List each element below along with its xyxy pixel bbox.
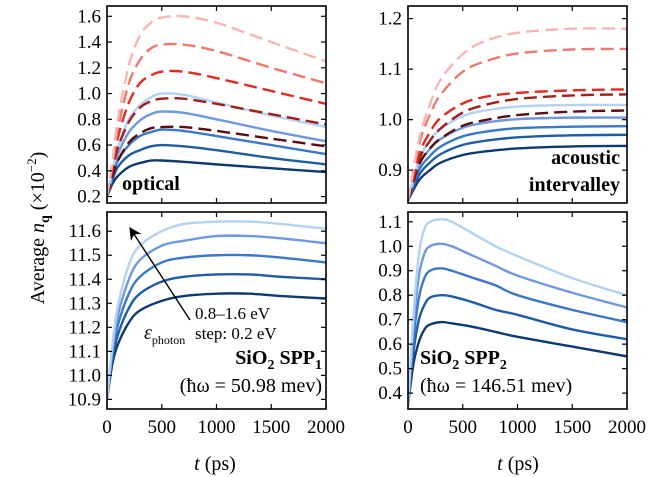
x-tick-label: 500 (449, 417, 478, 438)
dashed-series-line-3 (408, 47, 627, 201)
panel-label-intervalley: intervalley (529, 174, 620, 196)
eps-photon-symbol: εphoton (144, 322, 185, 347)
panel-acoustic-intervalley: 0.9 1.0 1.1 1.2 (378, 5, 628, 204)
solid-series-line-2 (107, 128, 326, 197)
y-tick-label: 10.9 (68, 389, 101, 410)
solid-series-line-0 (107, 159, 326, 198)
solid-series-line-1 (107, 272, 326, 400)
increase-arrow (129, 226, 191, 321)
panel-label-spp2: SiO2 SPP2 (420, 347, 507, 373)
panel-optical: 0.2 0.4 0.6 0.8 1.0 1.2 1.4 1.6 (77, 5, 327, 208)
y-tick-label: 11.1 (68, 341, 101, 362)
y-tick-label: 1.0 (77, 84, 101, 105)
x-axis-label-right: t (ps) (497, 453, 539, 475)
y-tick-label: 0.8 (378, 285, 402, 306)
solid-series-line-2 (408, 125, 627, 201)
solid-series-line-4 (107, 220, 326, 400)
y-tick-label: 0.6 (77, 135, 101, 156)
y-tick-label: 11.6 (68, 221, 101, 242)
dashed-series-line-4 (408, 27, 627, 201)
solid-series-line-3 (408, 242, 627, 406)
x-tick-label: 1000 (198, 417, 236, 438)
x-tick-label: 1500 (553, 417, 591, 438)
y-tick-label: 0.6 (378, 334, 402, 355)
dashed-series-line-2 (107, 69, 326, 197)
y-tick-label: 1.1 (378, 59, 402, 80)
y-tick-label: 0.4 (77, 161, 101, 182)
solid-series-line-4 (408, 218, 627, 406)
y-tick-label: 11.0 (68, 365, 101, 386)
y-tick-label: 1.2 (378, 9, 402, 30)
y-tick-label: 11.4 (68, 269, 101, 290)
dashed-series-line-0 (408, 109, 627, 201)
solid-series-line-0 (408, 320, 627, 406)
y-tick-label: 0.9 (378, 261, 402, 282)
y-tick-label: 1.4 (77, 32, 101, 53)
panel-energy-spp1: (ħω = 50.98 mev) (180, 375, 322, 397)
svg-text:Average nq (×10−2): Average nq (×10−2) (24, 152, 53, 305)
solid-series-line-0 (107, 292, 326, 400)
panel-label-acoustic: acoustic (551, 147, 620, 169)
y-tick-label: 1.1 (378, 212, 402, 233)
y-tick-label: 1.2 (77, 58, 101, 79)
y-tick-label: 1.6 (77, 6, 101, 27)
y-tick-label: 0.2 (77, 187, 101, 208)
y-tick-label: 11.3 (68, 293, 101, 314)
x-tick-label: 0 (403, 417, 413, 438)
dashed-series-line-2 (408, 88, 627, 201)
solid-series-line-2 (107, 253, 326, 400)
y-tick-label: 11.2 (68, 317, 101, 338)
y-tick-label: 0.8 (77, 109, 101, 130)
panel-sio2-spp2: 0 500 1000 1500 2000 0.4 0.5 0.6 0.7 0.8 0.9 1.0 1.1 (378, 211, 646, 438)
x-tick-label: 1000 (499, 417, 537, 438)
solid-series-line-1 (408, 293, 627, 406)
x-tick-label: 500 (148, 417, 177, 438)
dashed-series-line-0 (107, 125, 326, 197)
series-group (408, 27, 627, 202)
y-tick-label: 0.4 (378, 383, 402, 404)
y-axis-label: Average nq (×10−2) (24, 152, 53, 305)
dashed-series-line-4 (107, 14, 326, 197)
solid-series-line-1 (408, 133, 627, 201)
x-tick-label: 2000 (307, 417, 345, 438)
solid-series-line-2 (408, 267, 627, 406)
x-tick-label: 1500 (252, 417, 290, 438)
y-tick-label: 0.5 (378, 359, 402, 380)
y-tick-label: 11.5 (68, 245, 101, 266)
panel-sio2-spp1: 0 500 1000 1500 2000 10.9 11.0 11.1 11.2 11.3 11.4… (68, 211, 345, 438)
energy-step-label: step: 0.2 eV (195, 324, 277, 343)
panel-energy-spp2: (ħω = 146.51 mev) (420, 375, 572, 397)
y-tick-label: 0.7 (378, 310, 402, 331)
panel-label-spp1: SiO2 SPP1 (235, 347, 322, 373)
y-tick-label: 0.9 (378, 160, 402, 181)
series-group (107, 14, 326, 198)
dashed-series-line-1 (107, 97, 326, 197)
x-tick-label: 2000 (608, 417, 646, 438)
y-tick-label: 1.0 (378, 110, 402, 131)
energy-range-label: 0.8–1.6 eV (195, 304, 271, 323)
panel-label-optical: optical (122, 173, 180, 195)
x-tick-label: 0 (102, 417, 112, 438)
series-group (408, 218, 627, 406)
series-group (107, 220, 326, 400)
dashed-series-line-1 (408, 93, 627, 201)
x-axis-label-left: t (ps) (194, 453, 236, 475)
solid-series-line-1 (107, 143, 326, 197)
solid-series-line-0 (408, 144, 627, 202)
y-tick-label: 1.0 (378, 236, 402, 257)
